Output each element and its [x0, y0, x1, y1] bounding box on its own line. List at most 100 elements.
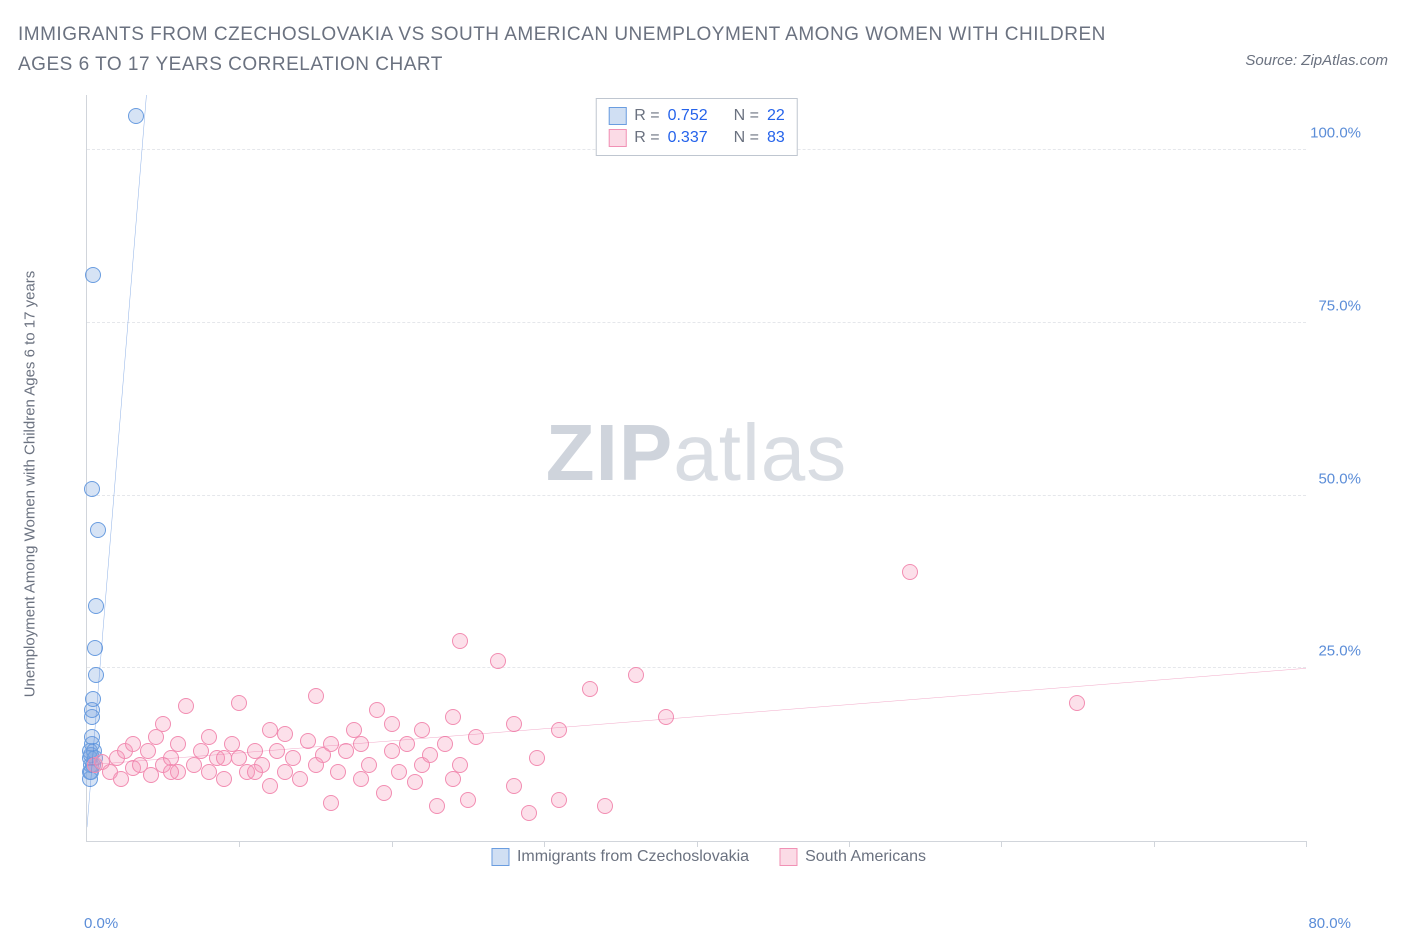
scatter-point	[597, 798, 613, 814]
scatter-point	[506, 778, 522, 794]
scatter-point	[452, 757, 468, 773]
legend-series: Immigrants from Czechoslovakia South Ame…	[491, 848, 926, 866]
source-name: ZipAtlas.com	[1301, 52, 1388, 69]
scatter-point	[429, 798, 445, 814]
scatter-point	[193, 743, 209, 759]
scatter-point	[247, 764, 263, 780]
n-value: 83	[767, 129, 785, 147]
legend-label: South Americans	[805, 848, 926, 866]
scatter-point	[148, 729, 164, 745]
legend-row: R = 0.337 N = 83	[608, 127, 785, 149]
scatter-point	[216, 771, 232, 787]
scatter-point	[460, 792, 476, 808]
x-tick	[392, 841, 393, 847]
scatter-point	[628, 667, 644, 683]
legend-item: Immigrants from Czechoslovakia	[491, 848, 749, 866]
scatter-point	[658, 709, 674, 725]
scatter-point	[277, 726, 293, 742]
scatter-point	[399, 736, 415, 752]
scatter-point	[369, 702, 385, 718]
x-tick	[697, 841, 698, 847]
x-tick	[1306, 841, 1307, 847]
scatter-point	[170, 736, 186, 752]
scatter-point	[384, 743, 400, 759]
title-area: IMMIGRANTS FROM CZECHOSLOVAKIA VS SOUTH …	[18, 20, 1388, 81]
scatter-point	[88, 598, 104, 614]
x-tick	[239, 841, 240, 847]
y-tick-label: 100.0%	[1310, 125, 1361, 142]
scatter-point	[308, 688, 324, 704]
scatter-point	[231, 695, 247, 711]
scatter-point	[201, 764, 217, 780]
scatter-point	[529, 750, 545, 766]
r-value: 0.337	[668, 129, 708, 147]
scatter-point	[414, 722, 430, 738]
legend-item: South Americans	[779, 848, 926, 866]
scatter-point	[490, 653, 506, 669]
source-label: Source: ZipAtlas.com	[1245, 52, 1388, 69]
scatter-point	[85, 691, 101, 707]
scatter-point	[88, 667, 104, 683]
swatch-blue-icon	[491, 848, 509, 866]
scatter-point	[125, 736, 141, 752]
scatter-point	[445, 709, 461, 725]
scatter-point	[285, 750, 301, 766]
scatter-point	[521, 805, 537, 821]
scatter-point	[85, 267, 101, 283]
scatter-point	[551, 792, 567, 808]
chart-area: Unemployment Among Women with Children A…	[56, 95, 1361, 872]
scatter-point	[262, 778, 278, 794]
scatter-point	[269, 743, 285, 759]
scatter-point	[323, 736, 339, 752]
x-tick	[544, 841, 545, 847]
y-tick-label: 25.0%	[1318, 643, 1361, 660]
swatch-pink-icon	[608, 129, 626, 147]
scatter-point	[361, 757, 377, 773]
scatter-point	[353, 736, 369, 752]
r-label: R =	[634, 107, 659, 125]
scatter-point	[323, 795, 339, 811]
watermark: ZIPatlas	[546, 407, 847, 499]
y-tick-label: 50.0%	[1318, 470, 1361, 487]
scatter-point	[178, 698, 194, 714]
n-label: N =	[734, 129, 759, 147]
r-label: R =	[634, 129, 659, 147]
legend-row: R = 0.752 N = 22	[608, 105, 785, 127]
n-value: 22	[767, 107, 785, 125]
watermark-b: atlas	[673, 408, 847, 497]
scatter-point	[262, 722, 278, 738]
scatter-point	[216, 750, 232, 766]
gridline	[87, 322, 1306, 323]
scatter-point	[201, 729, 217, 745]
scatter-point	[353, 771, 369, 787]
y-axis-title: Unemployment Among Women with Children A…	[22, 270, 39, 697]
gridline	[87, 495, 1306, 496]
scatter-point	[128, 108, 144, 124]
scatter-point	[551, 722, 567, 738]
x-max-label: 80.0%	[1308, 915, 1351, 932]
scatter-point	[445, 771, 461, 787]
scatter-point	[155, 716, 171, 732]
scatter-point	[87, 640, 103, 656]
scatter-point	[582, 681, 598, 697]
scatter-point	[163, 764, 179, 780]
y-tick-label: 75.0%	[1318, 297, 1361, 314]
scatter-point	[277, 764, 293, 780]
scatter-point	[407, 774, 423, 790]
n-label: N =	[734, 107, 759, 125]
watermark-a: ZIP	[546, 408, 673, 497]
scatter-point	[452, 633, 468, 649]
x-tick	[1001, 841, 1002, 847]
scatter-point	[84, 481, 100, 497]
x-tick	[849, 841, 850, 847]
scatter-point	[468, 729, 484, 745]
gridline	[87, 667, 1306, 668]
swatch-pink-icon	[779, 848, 797, 866]
legend-correlation-box: R = 0.752 N = 22 R = 0.337 N = 83	[595, 98, 798, 156]
scatter-point	[1069, 695, 1085, 711]
scatter-point	[338, 743, 354, 759]
plot-region: ZIPatlas R = 0.752 N = 22 R = 0.337 N = …	[86, 95, 1306, 842]
x-min-label: 0.0%	[84, 915, 118, 932]
scatter-point	[506, 716, 522, 732]
scatter-point	[384, 716, 400, 732]
